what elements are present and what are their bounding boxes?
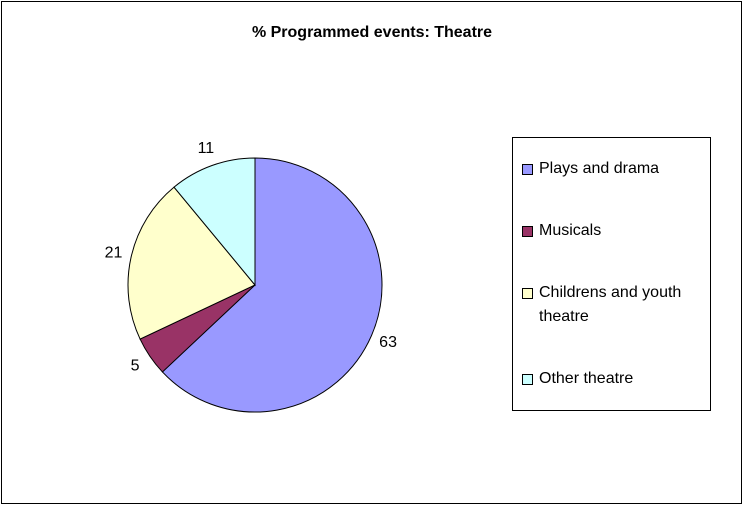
legend-item: Musicals: [522, 219, 702, 243]
legend-label: Other theatre: [539, 370, 634, 387]
legend-swatch: [522, 374, 533, 385]
legend-item: Childrens and youth theatre: [522, 281, 702, 329]
legend-item: Plays and drama: [522, 157, 702, 181]
pie-slice: [173, 157, 256, 287]
pie-slice: [161, 157, 383, 413]
pie-slice: [127, 186, 256, 340]
legend: Plays and drama Musicals Childrens and you…: [512, 137, 711, 411]
legend-label: Childrens and youth theatre: [539, 284, 682, 325]
data-label: 11: [198, 140, 215, 157]
legend-swatch: [522, 288, 533, 299]
chart-title: % Programmed events: Theatre: [252, 24, 492, 41]
legend-swatch: [522, 164, 533, 175]
legend-item: Other theatre: [522, 367, 702, 391]
legend-label: Musicals: [539, 222, 602, 239]
legend-label: Plays and drama: [539, 160, 660, 177]
data-label: 21: [105, 245, 123, 262]
data-label: 5: [131, 358, 140, 375]
legend-swatch: [522, 226, 533, 237]
data-label: 63: [379, 334, 397, 351]
